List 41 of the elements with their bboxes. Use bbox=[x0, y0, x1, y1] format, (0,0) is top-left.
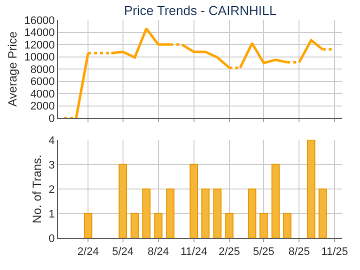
x-tick-label: 11/24 bbox=[180, 246, 208, 258]
bar bbox=[166, 188, 174, 238]
bar bbox=[283, 212, 292, 238]
y-tick-label: 4000 bbox=[30, 88, 55, 100]
bar bbox=[190, 164, 198, 238]
y-tick-label: 4 bbox=[48, 134, 55, 147]
x-tick-label: 5/25 bbox=[252, 246, 274, 258]
bar bbox=[225, 212, 234, 238]
bar bbox=[306, 140, 316, 238]
y-tick-label: 8000 bbox=[30, 64, 55, 76]
x-tick-label: 8/25 bbox=[288, 246, 310, 258]
y-tick-label: 1 bbox=[48, 208, 55, 220]
x-tick-label: 2/24 bbox=[77, 246, 99, 258]
y-tick-label: 14000 bbox=[24, 27, 55, 40]
bar bbox=[201, 188, 210, 238]
bar bbox=[213, 188, 222, 238]
x-tick-label: 11/25 bbox=[321, 246, 348, 258]
bar bbox=[260, 212, 268, 238]
y-axis-title: Average Price bbox=[6, 31, 20, 107]
bar bbox=[130, 212, 139, 238]
y-tick-label: 2000 bbox=[30, 100, 55, 113]
chart-title: Price Trends - CAIRNHILL bbox=[124, 3, 276, 18]
y-tick-label: 0 bbox=[48, 112, 55, 125]
y-tick-label: 16000 bbox=[24, 14, 55, 27]
y-tick-label: 6000 bbox=[30, 76, 55, 88]
bar bbox=[318, 188, 327, 238]
x-tick-label: 5/24 bbox=[112, 246, 134, 258]
bar bbox=[154, 212, 162, 238]
bar bbox=[118, 164, 127, 238]
y-tick-label: 0 bbox=[48, 232, 55, 245]
y-tick-label: 2 bbox=[48, 184, 55, 196]
x-tick-label: 8/24 bbox=[148, 246, 170, 258]
x-tick-label: 2/25 bbox=[218, 246, 240, 258]
y-tick-label: 10000 bbox=[24, 52, 55, 64]
bar bbox=[271, 164, 280, 238]
bar bbox=[142, 188, 151, 238]
y-axis-title: No. of Trans. bbox=[30, 154, 44, 224]
y-tick-label: 3 bbox=[48, 159, 55, 172]
bar bbox=[248, 188, 256, 238]
bar bbox=[84, 212, 92, 238]
y-tick-label: 12000 bbox=[24, 39, 55, 52]
